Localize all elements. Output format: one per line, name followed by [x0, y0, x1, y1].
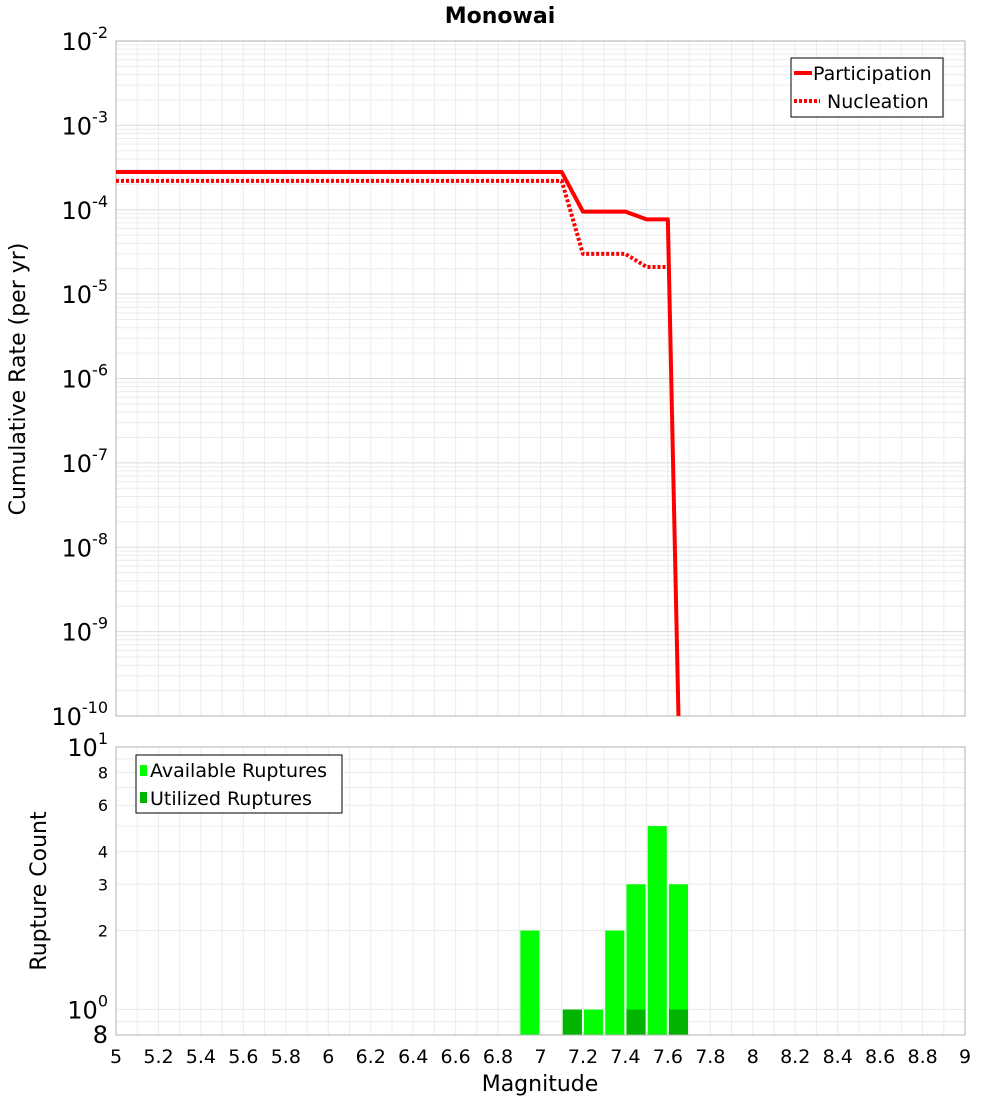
- y-tick-label: 10-8: [62, 529, 109, 562]
- bottom-y-axis-label: Rupture Count: [27, 811, 52, 971]
- y-tick-label: 10-5: [62, 276, 109, 309]
- y-tick-label: 8: [93, 1021, 108, 1049]
- top-plot-frame: [115, 40, 966, 717]
- legend-available-swatch: [140, 765, 147, 776]
- y-tick-label: 10-7: [62, 445, 109, 478]
- x-tick-label: 7.4: [610, 1046, 640, 1068]
- y-tick-label: 6: [98, 796, 108, 815]
- available-rupture-bar: [647, 826, 667, 1035]
- available-rupture-bar: [584, 1009, 604, 1035]
- x-tick-label: 8.6: [865, 1046, 895, 1068]
- x-tick-label: 6.8: [483, 1046, 513, 1068]
- x-tick-label: 7.2: [568, 1046, 598, 1068]
- y-tick-label: 101: [67, 729, 108, 762]
- x-tick-label: 5: [110, 1046, 122, 1068]
- series-line-participation: [116, 170, 681, 717]
- x-tick-label: 8.4: [823, 1046, 853, 1068]
- x-tick-label: 7.6: [653, 1046, 683, 1068]
- utilized-rupture-bar: [562, 1009, 582, 1035]
- y-tick-label: 3: [98, 875, 108, 894]
- x-tick-label: 6: [322, 1046, 334, 1068]
- x-tick-label: 9: [959, 1046, 971, 1068]
- x-tick-label: 7: [534, 1046, 546, 1068]
- x-tick-label: 8.2: [780, 1046, 810, 1068]
- bottom-legend: Available Ruptures Utilized Ruptures: [135, 754, 343, 814]
- x-axis-ticks: 5 5.2 5.4 5.6 5.8 6 6.2 6.4 6.6 6.8 7 7.2 7.4 7.6 7.8 8…: [110, 1046, 971, 1068]
- y-tick-label: 10-6: [62, 361, 109, 394]
- legend-utilized-label: Utilized Ruptures: [150, 788, 312, 810]
- y-tick-label: 10-2: [62, 23, 109, 56]
- available-rupture-bar: [626, 884, 646, 1035]
- bottom-plot-frame: [115, 746, 966, 1036]
- x-axis-label: Magnitude: [482, 1072, 599, 1097]
- chart-title: Monowai: [445, 4, 556, 29]
- x-tick-label: 7.8: [695, 1046, 725, 1068]
- x-tick-label: 6.6: [440, 1046, 470, 1068]
- bottom-legend-box: [135, 754, 343, 814]
- y-tick-label: 2: [98, 922, 108, 941]
- x-tick-label: 6.2: [356, 1046, 386, 1068]
- y-tick-label: 10-10: [51, 698, 108, 731]
- x-tick-label: 5.4: [186, 1046, 216, 1068]
- x-tick-label: 6.4: [398, 1046, 428, 1068]
- y-tick-label: 10-9: [62, 614, 109, 647]
- utilized-rupture-bar: [626, 1009, 646, 1035]
- legend-available-label: Available Ruptures: [150, 760, 327, 782]
- utilized-rupture-bar: [668, 1009, 689, 1035]
- top-legend: Participation Nucleation: [790, 57, 944, 118]
- legend-nucleation-label: Nucleation: [827, 91, 929, 113]
- y-tick-label: 4: [98, 843, 108, 862]
- x-tick-label: 5.8: [271, 1046, 301, 1068]
- x-tick-label: 8.8: [907, 1046, 937, 1068]
- top-plot-series: [116, 170, 681, 717]
- available-rupture-bar: [605, 930, 625, 1035]
- top-legend-box: [790, 57, 944, 118]
- legend-utilized-swatch: [140, 792, 147, 803]
- legend-participation-label: Participation: [813, 63, 932, 85]
- x-tick-label: 5.6: [228, 1046, 258, 1068]
- y-tick-label: 10-4: [62, 192, 109, 225]
- y-tick-label: 100: [67, 992, 108, 1025]
- available-rupture-bar: [668, 884, 689, 1035]
- top-y-axis-label: Cumulative Rate (per yr): [6, 243, 31, 516]
- y-tick-label: 8: [98, 763, 108, 782]
- series-line-nucleation: [116, 178, 668, 269]
- top-plot-grid: [115, 41, 966, 717]
- y-tick-label: 10-3: [62, 107, 109, 140]
- bottom-plot-bars: [520, 826, 689, 1035]
- available-rupture-bar: [520, 930, 540, 1035]
- top-plot-y-ticks: 10-2 10-3 10-4 10-5 10-6 10-7 10-8 10-9 10-10: [51, 23, 108, 731]
- x-tick-label: 5.2: [143, 1046, 173, 1068]
- x-tick-label: 8: [747, 1046, 759, 1068]
